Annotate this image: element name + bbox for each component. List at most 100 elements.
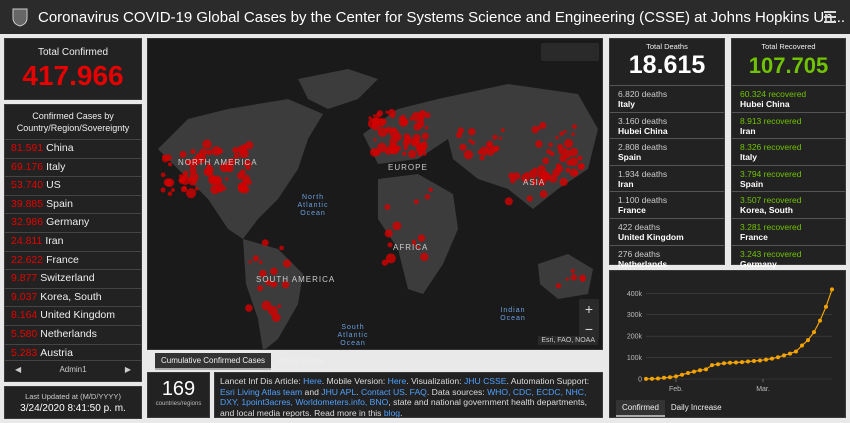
list-row[interactable]: 3.281 recovered France — [732, 219, 845, 246]
list-row[interactable]: 6.820 deaths Italy — [610, 86, 724, 113]
list-row[interactable]: 3.794 recovered Spain — [732, 166, 845, 193]
case-dot — [245, 179, 252, 186]
count: 22.622 — [11, 253, 44, 266]
point — [752, 358, 756, 363]
admin-label: Admin1 — [59, 365, 87, 374]
case-dot — [570, 274, 578, 281]
case-dot — [542, 157, 550, 165]
case-dot — [384, 204, 391, 210]
link[interactable]: JHU APL — [321, 386, 357, 397]
list-row[interactable]: 5.283 Austria — [5, 345, 141, 358]
case-dot — [181, 173, 188, 180]
list-row[interactable]: 39.885 Spain — [5, 196, 141, 215]
list-row[interactable]: 3.160 deaths Hubei China — [610, 113, 724, 140]
recovered-panel: Total Recovered 107.705 60.324 recovered… — [731, 38, 846, 273]
chart-tab[interactable]: Confirmed — [616, 400, 665, 417]
value: 417.966 — [22, 60, 124, 91]
list-row[interactable]: 69.176 Italy — [5, 159, 141, 178]
count: 8.326 recovered — [740, 142, 802, 153]
case-dot — [215, 182, 225, 193]
case-dot — [537, 170, 545, 179]
list-row[interactable]: 1.100 deaths France — [610, 192, 724, 219]
count: 8.164 — [11, 309, 38, 322]
list-row[interactable]: 60.324 recovered Hubei China — [732, 86, 845, 113]
list-row[interactable]: 422 deaths United Kingdom — [610, 219, 724, 246]
list-row[interactable]: 8.164 United Kingdom — [5, 307, 141, 326]
list-row[interactable]: 22.622 France — [5, 252, 141, 271]
list-row[interactable]: 2.808 deaths Spain — [610, 139, 724, 166]
case-dot — [395, 145, 402, 152]
case-dot — [398, 115, 405, 121]
chart-tab[interactable]: Daily Increase — [670, 403, 722, 412]
case-dot — [403, 145, 409, 151]
link[interactable]: WHO, CDC, ECDC, NHC, DXY, 1point3acres, … — [220, 386, 587, 408]
case-dot — [569, 157, 579, 167]
case-dot — [282, 259, 292, 268]
map-tab[interactable]: Cumulative Confirmed Cases — [155, 353, 272, 370]
link[interactable]: blog — [383, 407, 401, 418]
case-dots — [160, 109, 586, 322]
list-row[interactable]: 8.326 recovered Italy — [732, 139, 845, 166]
title: Coronavirus COVID-19 Global Cases by the… — [38, 9, 846, 26]
zoom-controls[interactable]: + − — [579, 299, 599, 339]
list-row[interactable]: 1.934 deaths Iran — [610, 166, 724, 193]
case-dot — [225, 167, 229, 171]
list-row[interactable]: 8.913 recovered Iran — [732, 113, 845, 140]
point — [776, 355, 780, 360]
value: 107.705 — [748, 53, 829, 78]
link[interactable]: Here — [303, 376, 322, 386]
text: . Data sources: — [426, 386, 488, 397]
map-label: North Atlantic Ocean — [297, 194, 329, 217]
case-dot — [245, 165, 251, 171]
case-dot — [537, 178, 546, 187]
case-dot — [555, 135, 559, 140]
place: France — [740, 231, 768, 242]
case-dot — [270, 281, 277, 288]
case-dot — [392, 221, 402, 231]
label: Last Updated at (M/D/YYYY) — [25, 392, 121, 401]
map-tools[interactable] — [541, 43, 599, 61]
case-dot — [385, 110, 389, 114]
list-row[interactable]: 3.243 recovered Germany — [732, 246, 845, 273]
list-row[interactable]: 5.580 Netherlands — [5, 326, 141, 345]
list-row[interactable]: 81.591 China — [5, 140, 141, 159]
map-tab[interactable]: Active Cases — [277, 356, 324, 365]
link[interactable]: Esri Living Atlas team — [220, 386, 303, 397]
case-dot — [416, 245, 420, 249]
case-dot — [492, 134, 498, 140]
chart: 0 100k 200k 300k 400k Feb. Mar. — [627, 287, 834, 393]
case-dot — [428, 187, 433, 192]
prev-arrow[interactable]: ◀ — [15, 365, 22, 374]
point — [782, 353, 786, 358]
menu-icon[interactable] — [824, 11, 838, 23]
case-dot — [279, 245, 284, 251]
map-canvas — [158, 69, 598, 349]
place: Spain — [740, 178, 764, 189]
list-row[interactable]: 9.877 Switzerland — [5, 270, 141, 289]
count: 3.160 deaths — [618, 115, 668, 126]
list-row[interactable]: 9.037 Korea, South — [5, 289, 141, 308]
list-row[interactable]: 276 deaths Netherlands — [610, 246, 724, 273]
deaths-panel: Total Deaths 18.615 6.820 deaths Italy 3.1… — [609, 38, 725, 273]
confirmed-list: 81.591 China 69.176 Italy 53.740 US 39.885 Spai… — [5, 140, 141, 358]
header: Coronavirus COVID-19 Global Cases by the… — [0, 0, 850, 34]
link[interactable]: FAQ — [409, 386, 427, 397]
case-dot — [498, 136, 503, 140]
case-dot — [417, 151, 423, 157]
map[interactable]: NORTH AMERICA EUROPE ASIA AFRICA SOUTH AMERI… — [147, 38, 603, 350]
link[interactable]: Here — [387, 376, 407, 386]
list-row[interactable]: 3.507 recovered Korea, South — [732, 192, 845, 219]
text: . Mobile Version: — [321, 376, 388, 386]
case-dot — [411, 111, 421, 122]
case-dot — [526, 195, 533, 202]
list-row[interactable]: 24.811 Iran — [5, 233, 141, 252]
count: 24.811 — [11, 234, 43, 247]
count: 3.794 recovered — [740, 168, 802, 179]
case-dot — [245, 141, 254, 150]
list-row[interactable]: 53.740 US — [5, 177, 141, 196]
next-arrow[interactable]: ▶ — [124, 365, 131, 374]
case-dot — [211, 146, 222, 156]
link[interactable]: JHU CSSE — [463, 376, 507, 386]
link[interactable]: Contact US — [360, 386, 405, 397]
list-row[interactable]: 32.986 Germany — [5, 214, 141, 233]
